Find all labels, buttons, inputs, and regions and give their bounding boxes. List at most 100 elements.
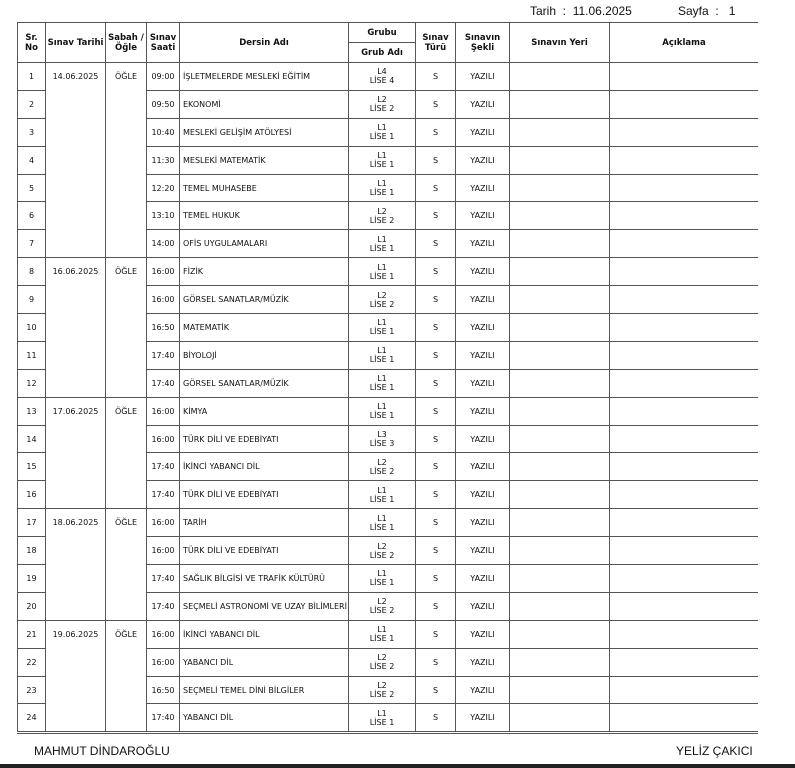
group-cell: L2 LİSE 2: [348, 285, 416, 315]
row-no: 14: [17, 424, 46, 454]
group-code: L2: [377, 95, 387, 105]
row-no: 7: [17, 229, 46, 259]
group-name: LİSE 1: [369, 327, 395, 337]
exam-note: [609, 452, 758, 482]
group-name: LİSE 2: [369, 215, 395, 225]
left-signature: MAHMUT DİNDAROĞLU: [34, 744, 170, 758]
row-no: 16: [17, 480, 46, 510]
exam-note: [609, 62, 758, 91]
exam-session: ÖĞLE: [105, 508, 147, 621]
exam-note: [609, 564, 758, 593]
group-cell: L1 LİSE 1: [348, 173, 416, 203]
exam-note: [609, 480, 758, 510]
exam-form: YAZILI: [455, 536, 510, 566]
exam-time: 14:00: [146, 229, 180, 259]
group-name: LİSE 1: [369, 271, 395, 281]
exam-form: YAZILI: [455, 257, 510, 287]
exam-form: YAZILI: [455, 675, 510, 705]
row-no: 5: [17, 173, 46, 203]
col-form: Sınavın Şekli: [455, 22, 510, 63]
exam-time: 16:00: [146, 508, 180, 538]
group-name: LİSE 1: [369, 160, 395, 170]
exam-type: S: [415, 229, 456, 259]
group-name: LİSE 1: [369, 243, 395, 253]
exam-form: YAZILI: [455, 647, 510, 677]
course-name: SEÇMELİ ASTRONOMİ VE UZAY BİLİMLERİ: [179, 591, 349, 621]
exam-form: YAZILI: [455, 591, 510, 621]
exam-place: [509, 173, 610, 203]
exam-time: 17:40: [146, 340, 180, 370]
exam-time: 17:40: [146, 703, 180, 733]
exam-form: YAZILI: [455, 480, 510, 510]
exam-time: 17:40: [146, 564, 180, 593]
group-code: L2: [377, 653, 387, 663]
group-code: L1: [377, 234, 387, 244]
right-signature: YELİZ ÇAKICI: [676, 744, 753, 758]
group-cell: L1 LİSE 1: [348, 313, 416, 342]
group-cell: L1 LİSE 1: [348, 340, 416, 370]
exam-time: 16:00: [146, 257, 180, 287]
exam-form: YAZILI: [455, 173, 510, 203]
row-no: 6: [17, 201, 46, 231]
exam-type: S: [415, 703, 456, 733]
table-row: 12 17:40 GÖRSEL SANATLAR/MÜZİK L1 LİSE 1 S…: [17, 368, 758, 398]
col-time: Sınav Saati: [146, 22, 180, 63]
exam-session: ÖĞLE: [105, 619, 147, 733]
exam-form: YAZILI: [455, 145, 510, 175]
group-cell: L1 LİSE 1: [348, 368, 416, 398]
exam-place: [509, 62, 610, 91]
exam-place: [509, 340, 610, 370]
exam-place: [509, 424, 610, 454]
course-name: TARİH: [179, 508, 349, 538]
exam-form: YAZILI: [455, 508, 510, 538]
group-name: LİSE 2: [369, 466, 395, 476]
exam-type: S: [415, 396, 456, 426]
exam-time: 10:40: [146, 117, 180, 147]
exam-place: [509, 229, 610, 259]
course-name: SEÇMELİ TEMEL DİNİ BİLGİLER: [179, 675, 349, 705]
row-no: 24: [17, 703, 46, 733]
exam-form: YAZILI: [455, 619, 510, 649]
exam-note: [609, 285, 758, 315]
table-row: 7 14:00 OFİS UYGULAMALARI L1 LİSE 1 S YAZI…: [17, 229, 758, 259]
table-row: 16 17:40 TÜRK DİLİ VE EDEBİYATI L1 LİSE 1 …: [17, 480, 758, 510]
group-cell: L1 LİSE 1: [348, 508, 416, 538]
group-name: LİSE 1: [369, 717, 395, 727]
group-code: L2: [377, 681, 387, 691]
table-row: 3 10:40 MESLEKİ GELİŞİM ATÖLYESİ L1 LİSE 1…: [17, 117, 758, 147]
exam-form: YAZILI: [455, 396, 510, 426]
group-code: L1: [377, 318, 387, 328]
exam-time: 17:40: [146, 452, 180, 482]
row-no: 20: [17, 591, 46, 621]
exam-note: [609, 257, 758, 287]
exam-note: [609, 675, 758, 705]
group-name: LİSE 1: [369, 383, 395, 393]
group-code: L1: [377, 262, 387, 272]
group-name: LİSE 1: [369, 578, 395, 588]
exam-type: S: [415, 285, 456, 315]
exam-place: [509, 313, 610, 342]
row-no: 15: [17, 452, 46, 482]
group-cell: L4 LİSE 4: [348, 62, 416, 91]
exam-time: 16:50: [146, 675, 180, 705]
exam-note: [609, 368, 758, 398]
exam-type: S: [415, 619, 456, 649]
group-cell: L3 LİSE 3: [348, 424, 416, 454]
row-no: 12: [17, 368, 46, 398]
group-cell: L2 LİSE 2: [348, 591, 416, 621]
exam-note: [609, 508, 758, 538]
course-name: MESLEKİ MATEMATİK: [179, 145, 349, 175]
exam-time: 16:50: [146, 313, 180, 342]
exam-type: S: [415, 424, 456, 454]
group-code: L2: [377, 457, 387, 467]
bottom-bar: [0, 764, 795, 768]
exam-place: [509, 145, 610, 175]
exam-place: [509, 619, 610, 649]
exam-time: 17:40: [146, 480, 180, 510]
course-name: EKONOMİ: [179, 89, 349, 119]
exam-form: YAZILI: [455, 62, 510, 91]
col-no: Sr. No: [17, 22, 46, 63]
exam-note: [609, 340, 758, 370]
group-code: L1: [377, 346, 387, 356]
exam-schedule-table: Sr. No Sınav Tarihi Sabah / Öğle Sınav S…: [17, 22, 758, 733]
